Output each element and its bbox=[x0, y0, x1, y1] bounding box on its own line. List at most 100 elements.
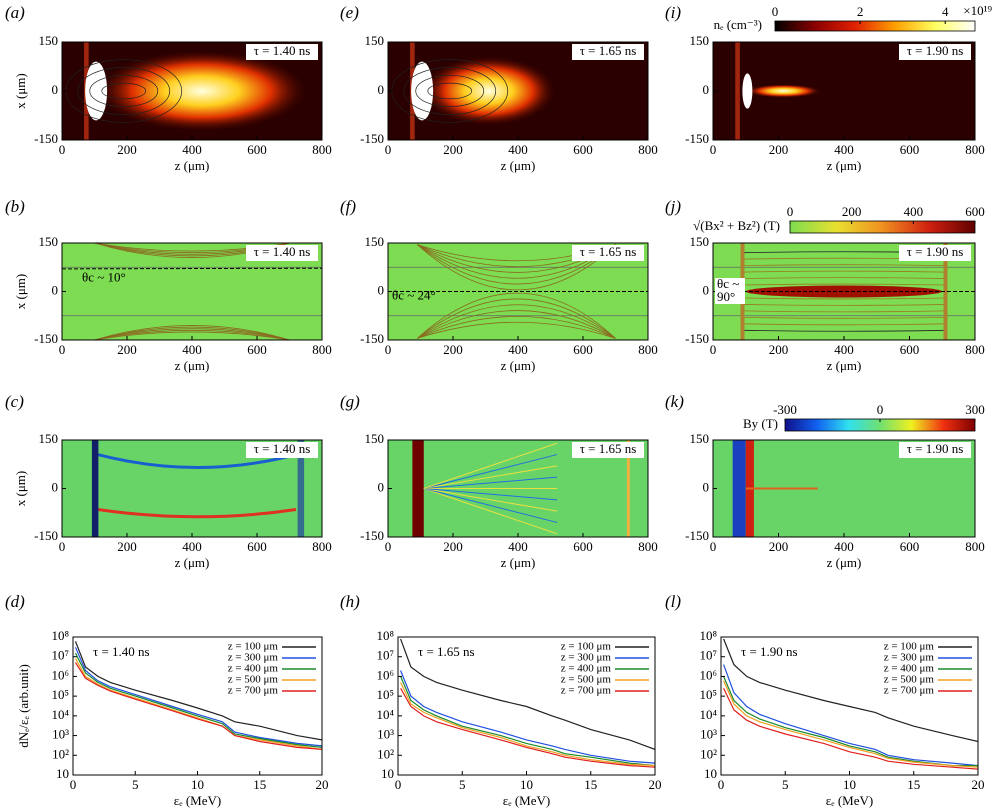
spectrum-line bbox=[400, 682, 655, 767]
dense-core bbox=[85, 61, 108, 121]
annotation-box bbox=[899, 44, 971, 60]
y-tick-label: 150 bbox=[690, 33, 710, 48]
y-tick-label: 0 bbox=[703, 82, 710, 97]
x-tick-label: 20 bbox=[649, 777, 662, 792]
contour bbox=[742, 316, 946, 319]
spectrum-line bbox=[723, 676, 978, 767]
colorbar-label: By (T) bbox=[743, 416, 778, 431]
y-tick-label: -150 bbox=[34, 528, 58, 543]
x-tick-label: 600 bbox=[247, 539, 267, 554]
panel-label: (e) bbox=[340, 3, 359, 22]
y-tick-label: 150 bbox=[39, 431, 59, 446]
y-tick-label: 10 bbox=[381, 766, 394, 781]
legend-label: z = 100 μm bbox=[884, 641, 935, 653]
annotation: τ = 1.40 ns bbox=[93, 644, 150, 659]
x-tick-label: 0 bbox=[59, 342, 66, 357]
x-tick-label: 400 bbox=[508, 539, 528, 554]
x-tick-label: 200 bbox=[117, 539, 137, 554]
y-axis-label: dNₑ/εₑ (arb.unit) bbox=[16, 664, 31, 748]
label-box bbox=[715, 278, 745, 292]
contour bbox=[417, 304, 616, 339]
x-tick-label: 200 bbox=[443, 142, 463, 157]
x-tick-label: 0 bbox=[385, 539, 392, 554]
colorbar-label: √(Bx² + Bz²) (T) bbox=[693, 218, 780, 233]
x-tick-label: 0 bbox=[710, 342, 717, 357]
x-tick-label: 600 bbox=[247, 142, 267, 157]
y-tick-label: -150 bbox=[360, 528, 384, 543]
annotation-box bbox=[572, 44, 644, 60]
y-tick-label: 0 bbox=[52, 479, 59, 494]
x-tick-label: 600 bbox=[900, 342, 920, 357]
y-tick-label: -150 bbox=[685, 131, 709, 146]
x-tick-label: 600 bbox=[900, 142, 920, 157]
y-tick-label: -150 bbox=[34, 131, 58, 146]
y-tick-label: 150 bbox=[365, 234, 385, 249]
annotation: τ = 1.65 ns bbox=[580, 43, 637, 58]
panel: z = 100 μmz = 300 μmz = 400 μmz = 500 μm… bbox=[340, 592, 662, 808]
x-tick-label: 600 bbox=[900, 539, 920, 554]
x-tick-label: 0 bbox=[710, 539, 717, 554]
spectrum-line bbox=[74, 647, 322, 747]
contour bbox=[101, 82, 147, 100]
panel: z = 100 μmz = 300 μmz = 400 μmz = 500 μm… bbox=[665, 592, 985, 808]
angle-label: θc ~ 24° bbox=[392, 287, 436, 302]
y-axis-label: x (μm) bbox=[13, 471, 28, 507]
y-tick-label: 10³ bbox=[700, 727, 717, 742]
field-ray bbox=[423, 488, 558, 535]
legend-label: z = 100 μm bbox=[228, 641, 279, 653]
annotation: τ = 1.40 ns bbox=[254, 43, 311, 58]
panel-label: (i) bbox=[665, 3, 681, 22]
panel-label: (h) bbox=[340, 592, 360, 611]
x-axis-label: εₑ (MeV) bbox=[174, 793, 221, 808]
x-axis-label: z (μm) bbox=[175, 358, 210, 373]
y-tick-label: -150 bbox=[685, 528, 709, 543]
contour bbox=[417, 310, 616, 339]
x-axis-label: z (μm) bbox=[827, 158, 862, 173]
contour bbox=[416, 244, 616, 291]
spectrum-line bbox=[74, 662, 322, 750]
x-tick-label: 10 bbox=[520, 777, 533, 792]
colorbar-tick-label: 0 bbox=[787, 204, 794, 219]
colorbar-tick-label: 4 bbox=[942, 4, 949, 19]
x-tick-label: 800 bbox=[638, 342, 658, 357]
angle-label: θc ~ 10° bbox=[82, 270, 126, 285]
label-box bbox=[715, 291, 745, 305]
x-tick-label: 200 bbox=[117, 342, 137, 357]
density-stripe bbox=[735, 42, 740, 140]
legend-label: z = 300 μm bbox=[228, 652, 279, 664]
contour bbox=[415, 74, 485, 108]
spectrum-line bbox=[400, 670, 655, 764]
colorbar-tick-label: 2 bbox=[857, 4, 864, 19]
x-tick-label: 200 bbox=[769, 539, 789, 554]
x-tick-label: 20 bbox=[972, 777, 985, 792]
x-tick-label: 0 bbox=[59, 539, 66, 554]
y-tick-label: 10⁴ bbox=[699, 707, 717, 722]
contour bbox=[742, 264, 946, 267]
contour bbox=[742, 297, 946, 300]
legend-label: z = 500 μm bbox=[228, 674, 279, 686]
x-tick-label: 5 bbox=[782, 777, 789, 792]
annotation: τ = 1.65 ns bbox=[418, 644, 475, 659]
y-tick-label: 0 bbox=[52, 282, 59, 297]
field-core bbox=[745, 285, 943, 298]
contour bbox=[416, 292, 616, 339]
plot-area bbox=[388, 42, 648, 140]
panel-label: (g) bbox=[340, 392, 360, 411]
x-tick-label: 400 bbox=[508, 142, 528, 157]
annotation: τ = 1.90 ns bbox=[907, 244, 964, 259]
annotation: τ = 1.90 ns bbox=[741, 644, 798, 659]
x-tick-label: 5 bbox=[459, 777, 466, 792]
y-tick-label: 10⁷ bbox=[699, 648, 717, 663]
spectrum-line bbox=[723, 688, 978, 770]
legend-label: z = 400 μm bbox=[228, 663, 279, 675]
x-axis-label: z (μm) bbox=[175, 555, 210, 570]
annotation: τ = 1.90 ns bbox=[907, 441, 964, 456]
y-axis-label: x (μm) bbox=[13, 274, 28, 310]
x-tick-label: 600 bbox=[573, 342, 593, 357]
y-tick-label: 150 bbox=[690, 234, 710, 249]
